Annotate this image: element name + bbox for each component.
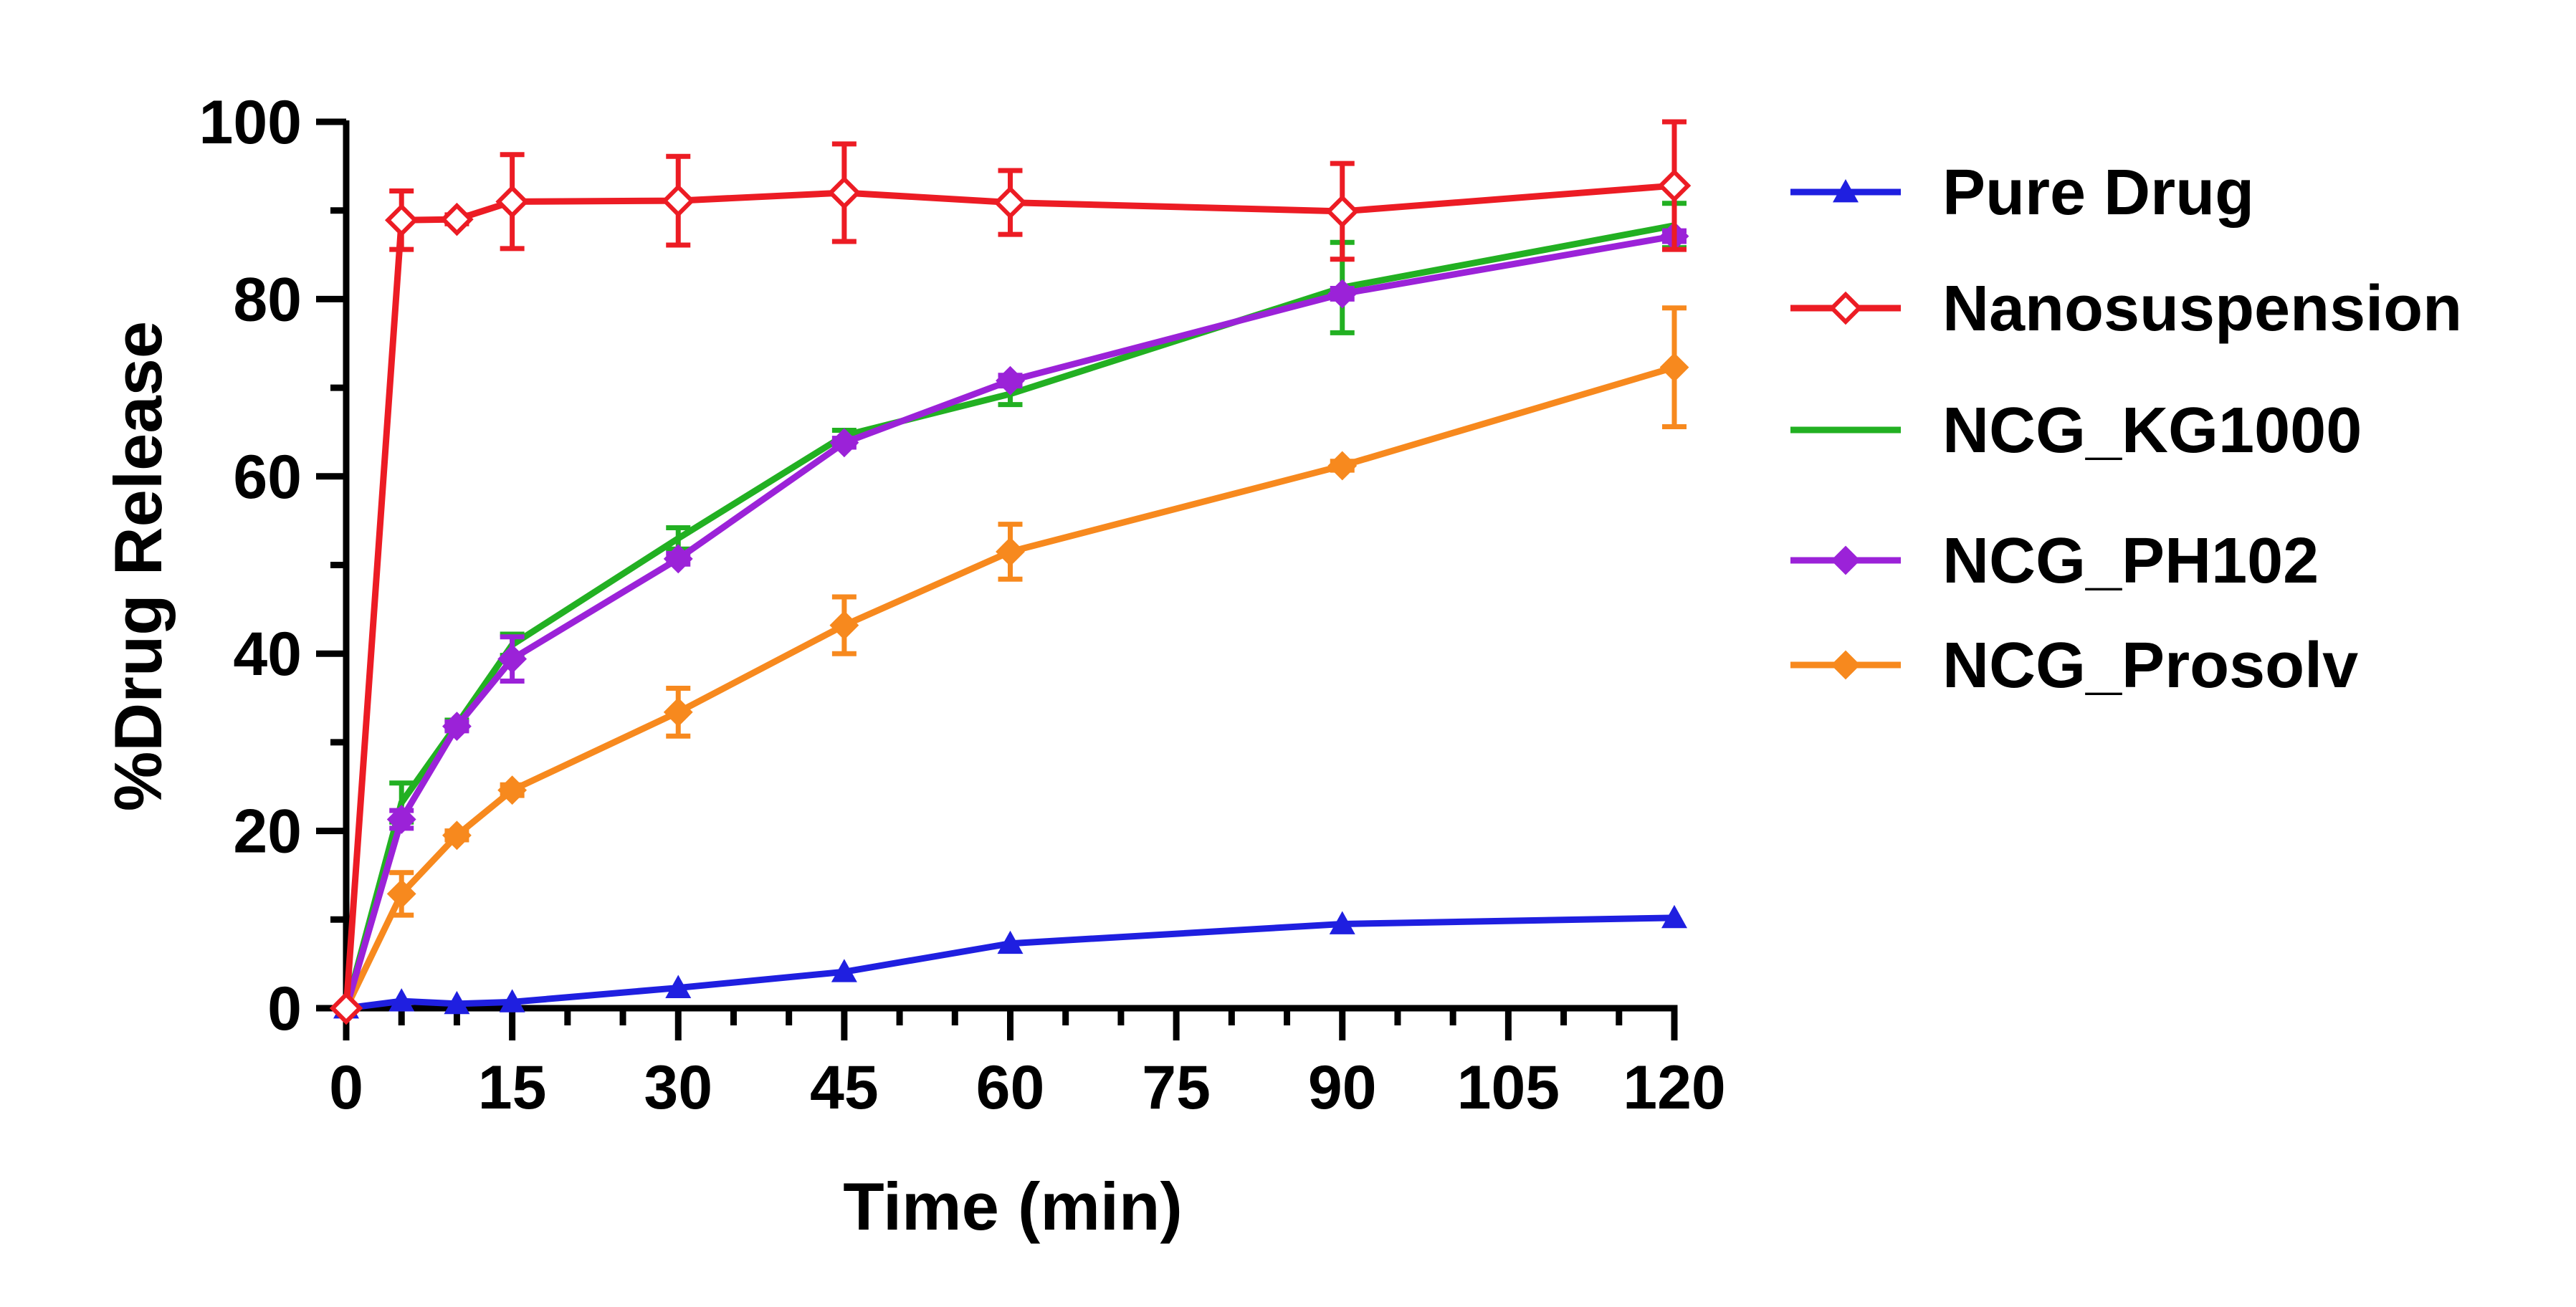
data-point: [499, 989, 525, 1012]
series-pure-drug: [333, 904, 1687, 1019]
data-point: [442, 820, 472, 851]
data-point: [1327, 279, 1358, 309]
data-point: [996, 365, 1025, 396]
series-line: [343, 222, 1675, 1010]
x-tick-label: 120: [1623, 1053, 1726, 1122]
series-ncg-ph102: [331, 221, 1689, 1023]
data-point: [1329, 911, 1355, 934]
y-tick-label: 80: [233, 265, 302, 334]
legend-item: NCG_KG1000: [1790, 395, 2362, 466]
data-point: [831, 959, 857, 982]
legend-label: NCG_Prosolv: [1942, 630, 2358, 702]
x-tick-label: 0: [329, 1053, 363, 1122]
data-point: [1661, 904, 1687, 929]
data-point: [993, 186, 1027, 219]
data-point: [663, 544, 693, 574]
legend-swatch-marker: [1831, 545, 1861, 575]
data-point: [827, 176, 862, 210]
data-point: [386, 805, 416, 834]
series-line: [343, 364, 1676, 1010]
y-axis-label: %Drug Release: [100, 321, 176, 811]
x-tick-label: 30: [644, 1053, 712, 1122]
y-tick-label: 20: [233, 798, 302, 866]
data-point: [329, 991, 363, 1025]
data-point: [665, 975, 692, 998]
data-point: [444, 990, 470, 1015]
data-point: [829, 611, 859, 641]
legend-label: NCG_PH102: [1942, 525, 2319, 597]
y-tick-label: 100: [199, 88, 302, 157]
data-point: [829, 428, 859, 458]
legend-item: Pure Drug: [1790, 157, 2254, 229]
x-tick-label: 60: [976, 1053, 1045, 1122]
data-point: [386, 879, 416, 909]
y-tick-label: 40: [233, 620, 302, 689]
legend-item: NCG_Prosolv: [1790, 630, 2358, 702]
x-tick-label: 45: [810, 1053, 879, 1122]
legend-item: Nanosuspension: [1790, 273, 2462, 345]
data-point: [662, 183, 695, 218]
data-point: [997, 930, 1024, 954]
data-point: [996, 537, 1025, 567]
data-point: [388, 988, 415, 1012]
data-point: [497, 644, 528, 674]
series-ncg-prosolv: [331, 305, 1689, 1023]
series-line: [343, 182, 1675, 1009]
data-point: [1327, 451, 1358, 481]
legend: Pure Drug Nanosuspension NCG_KG1000 NCG_PH1…: [1790, 157, 2462, 702]
y-tick-label: 60: [233, 443, 302, 512]
x-tick-label: 105: [1457, 1053, 1560, 1122]
x-tick-label: 75: [1142, 1053, 1211, 1122]
data-point: [384, 204, 419, 237]
data-point: [440, 202, 474, 236]
data-point: [495, 185, 529, 219]
data-point: [1657, 168, 1692, 203]
legend-label: Pure Drug: [1942, 157, 2254, 229]
series-ncg-kg1000: [343, 201, 1687, 1010]
legend-label: Nanosuspension: [1942, 273, 2462, 345]
legend-item: NCG_PH102: [1790, 525, 2319, 597]
legend-label: NCG_KG1000: [1942, 395, 2362, 466]
legend-swatch-marker: [1828, 291, 1863, 325]
x-axis-label: Time (min): [843, 1169, 1183, 1244]
data-point: [442, 712, 472, 742]
legend-swatch-marker: [1833, 179, 1859, 203]
y-tick-label: 0: [267, 975, 302, 1043]
data-point: [497, 775, 528, 805]
data-point: [1659, 353, 1689, 383]
axes: 0 20 40 60 80 100 0 15 30 45 60 75 90 105 120: [199, 88, 1726, 1122]
x-tick-label: 90: [1308, 1053, 1377, 1122]
series-layer: [329, 119, 1692, 1025]
x-tick-label: 15: [478, 1053, 547, 1122]
legend-swatch-marker: [1831, 650, 1861, 680]
data-point: [1325, 194, 1359, 229]
data-point: [663, 697, 693, 727]
series-nanosuspension: [329, 119, 1692, 1025]
